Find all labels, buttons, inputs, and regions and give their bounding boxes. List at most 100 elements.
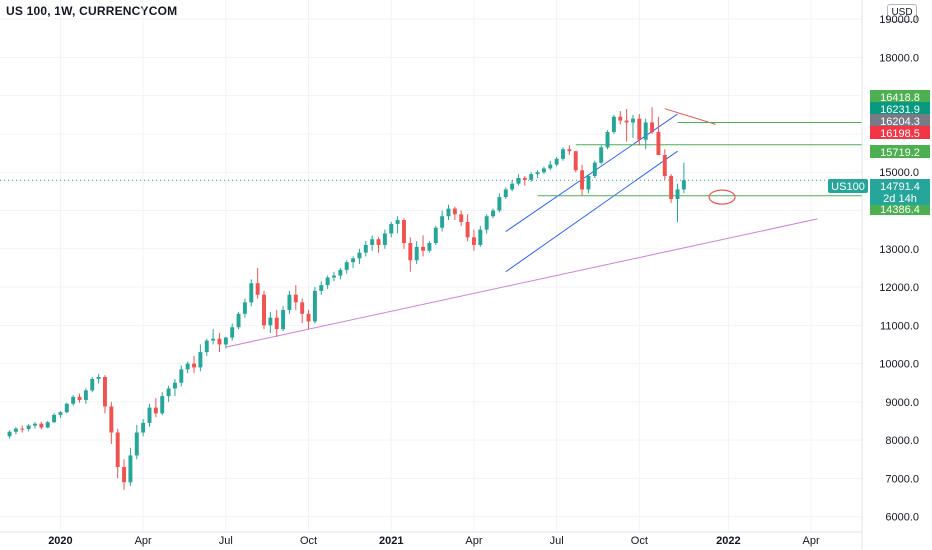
price-tag-label: 16418.8: [880, 92, 920, 104]
candle: [153, 407, 158, 414]
candle: [122, 466, 127, 483]
y-tick-label: 19000.0: [879, 14, 919, 26]
candle: [446, 208, 451, 217]
price-tag-label: 16198.5: [880, 128, 920, 140]
candle: [452, 208, 457, 215]
candle: [179, 369, 184, 383]
candle: [249, 283, 254, 303]
candle: [20, 428, 25, 430]
candle: [109, 406, 114, 433]
candle: [274, 317, 279, 330]
current-price-label: 14791.4: [880, 181, 920, 193]
candle: [204, 340, 209, 353]
y-tick-label: 9000.0: [885, 397, 919, 409]
resistance-line: [664, 108, 716, 125]
candle: [497, 197, 502, 211]
candle: [535, 172, 540, 175]
y-tick-label: 8000.0: [885, 435, 919, 447]
candle: [624, 120, 629, 123]
candle: [325, 277, 330, 286]
x-tick-label: Apr: [803, 535, 820, 547]
candle: [586, 176, 591, 190]
candle: [255, 283, 260, 295]
current-price-bg: [870, 179, 930, 205]
candle: [217, 338, 222, 345]
candle: [45, 422, 50, 428]
candle: [491, 210, 495, 217]
grid: [0, 0, 862, 532]
candle: [510, 183, 515, 190]
candle: [172, 382, 177, 389]
x-tick-label: Oct: [300, 535, 317, 547]
candle: [52, 414, 57, 423]
channel-line: [505, 113, 678, 232]
price-tag-bg: [870, 145, 930, 158]
candle: [465, 221, 470, 238]
candle: [115, 432, 120, 467]
candle: [77, 396, 82, 400]
candle: [395, 220, 400, 224]
symbol-label: US100: [831, 181, 865, 193]
y-tick-label: 18000.0: [879, 52, 919, 64]
candle: [64, 403, 69, 413]
candle: [389, 223, 394, 234]
candle: [33, 423, 37, 426]
y-tick-label: 10000.0: [879, 359, 919, 371]
drawings: [0, 108, 862, 348]
candle: [83, 390, 88, 400]
price-tag-bg: [870, 102, 930, 115]
candle: [599, 147, 604, 163]
candle: [281, 310, 286, 330]
candle: [421, 246, 426, 251]
x-tick-label: 2020: [48, 535, 72, 547]
currency-selector[interactable]: USD: [887, 4, 917, 22]
price-tag: 15719.2: [870, 145, 930, 159]
candle: [141, 422, 146, 433]
candle: [414, 246, 419, 261]
candles: [7, 107, 686, 490]
chart-title: US 100, 1W, CURRENCYCOM: [6, 4, 178, 18]
candle: [376, 239, 381, 245]
candle: [26, 425, 31, 430]
candle: [185, 363, 190, 370]
candle: [529, 174, 534, 180]
price-tag-bg: [870, 126, 930, 139]
candle: [650, 122, 655, 133]
candle: [351, 258, 356, 263]
x-tick-label: Apr: [465, 535, 482, 547]
candle: [471, 237, 476, 245]
highlight-circle: [708, 189, 736, 205]
candle: [440, 216, 445, 228]
x-tick-label: Oct: [631, 535, 648, 547]
candle: [262, 294, 266, 326]
price-axis: 19000.018000.017000.016000.015000.014000…: [861, 0, 919, 550]
candle: [541, 168, 546, 173]
candle: [312, 290, 317, 322]
candle: [675, 189, 680, 200]
candle: [268, 317, 273, 326]
candle: [7, 431, 12, 437]
price-tag-label: 16231.9: [880, 104, 920, 116]
candle: [484, 216, 489, 230]
candle: [344, 262, 349, 270]
candle: [287, 294, 292, 311]
candle: [611, 116, 616, 133]
candle: [370, 239, 375, 245]
price-tag: 14386.4: [870, 202, 930, 216]
candle: [192, 363, 197, 368]
candle: [71, 396, 76, 404]
candle: [134, 432, 139, 456]
candle: [567, 149, 572, 152]
x-tick-label: 2021: [379, 535, 403, 547]
candle: [643, 122, 648, 140]
candle: [573, 151, 578, 171]
candle: [306, 313, 311, 322]
candle: [681, 180, 686, 190]
candle: [230, 327, 235, 338]
candle: [13, 428, 18, 432]
candle: [300, 302, 305, 314]
candle: [102, 376, 107, 407]
candle: [459, 214, 464, 222]
y-tick-label: 15000.0: [879, 167, 919, 179]
